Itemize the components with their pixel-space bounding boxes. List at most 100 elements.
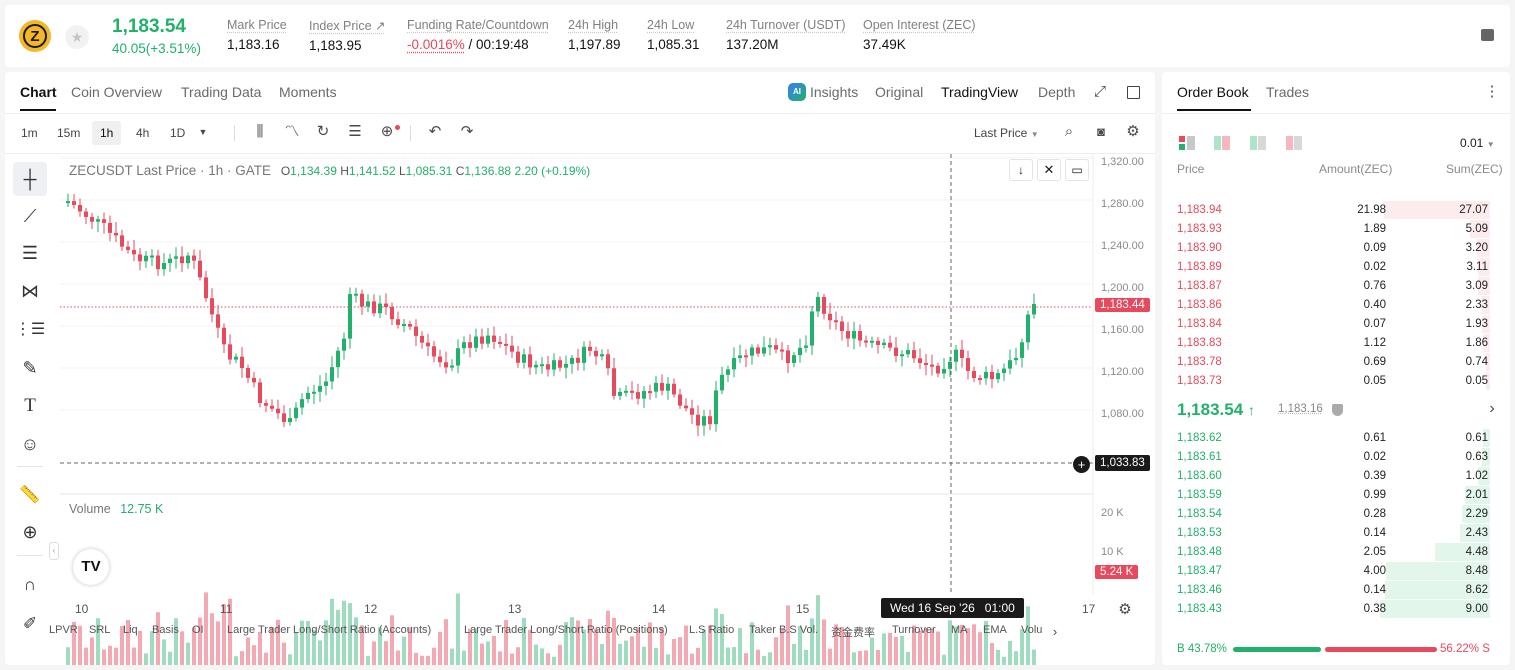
tab-original[interactable]: Original [875,84,924,100]
bid-row[interactable]: 1,183.46 0.14 8.62 [1162,581,1498,600]
view-bids-icon[interactable] [1250,136,1266,150]
bid-row[interactable]: 1,183.61 0.02 0.63 [1162,448,1498,467]
close-pane-icon[interactable]: ✕ [1037,159,1061,181]
bid-row[interactable]: 1,183.59 0.99 2.01 [1162,486,1498,505]
indicator-item[interactable]: L.S Ratio [689,624,735,636]
add-indicator-icon[interactable]: ⊕ [380,123,394,140]
redo-icon[interactable]: ↷ [460,123,474,140]
prediction-tool-icon[interactable]: ⋮☰ [14,321,46,338]
indicator-item[interactable]: LPVR [49,624,78,636]
precision-select[interactable]: 0.01 ▼ [1460,136,1495,150]
magnet-tool-icon[interactable]: ∩ [23,575,37,594]
view-asks-icon[interactable] [1286,136,1302,150]
date-axis-label: 10 [75,602,89,616]
indicator-item[interactable]: Taker B.S Vol. [749,624,819,636]
tab-depth[interactable]: Depth [1038,84,1076,100]
tab-tradingview[interactable]: TradingView [941,84,1019,100]
interval-dropdown-icon[interactable]: ▼ [198,127,208,137]
ask-row[interactable]: 1,183.86 0.40 2.33 [1162,296,1498,315]
ask-row[interactable]: 1,183.94 21.98 27.07 [1162,201,1498,220]
tab-trades[interactable]: Trades [1266,84,1310,100]
crosshair-tool-icon[interactable]: ┼ [13,162,47,196]
tab-chart[interactable]: Chart [20,84,57,100]
ask-row[interactable]: 1,183.90 0.09 3.20 [1162,239,1498,258]
axis-settings-icon[interactable]: ⚙ [1118,601,1132,618]
view-split-icon[interactable] [1214,136,1230,150]
fib-tool-icon[interactable]: ☰ [21,242,39,263]
bid-price: 1,183.53 [1177,527,1222,539]
indicator-item[interactable]: OI [192,624,204,636]
view-both-icon[interactable] [1179,136,1195,150]
favorite-star-icon[interactable]: ★ [65,25,89,49]
ask-row[interactable]: 1,183.87 0.76 3.09 [1162,277,1498,296]
text-tool-icon[interactable]: T [24,395,36,416]
settings-gear-icon[interactable]: ⚙ [1126,123,1140,140]
fullscreen-icon[interactable]: ⤢ [1093,83,1106,100]
stat-index-price[interactable]: Index Price ↗ 1,183.95 [309,19,386,53]
indicator-item[interactable]: Volu [1021,624,1043,636]
crosshair-add-icon[interactable]: + [1073,456,1090,473]
indicator-item[interactable]: MA [951,624,968,636]
bid-row[interactable]: 1,183.43 0.38 9.00 [1162,600,1498,619]
indicator-item[interactable]: SRL [89,624,111,636]
collapse-toolbar-icon[interactable]: ‹ [49,542,59,560]
indicators-icon[interactable]: 〽 [284,123,300,140]
bid-row[interactable]: 1,183.48 2.05 4.48 [1162,543,1498,562]
ask-row[interactable]: 1,183.83 1.12 1.86 [1162,334,1498,353]
ask-row[interactable]: 1,183.89 0.02 3.11 [1162,258,1498,277]
tab-order-book[interactable]: Order Book [1177,84,1249,100]
indicator-item[interactable]: Liq [123,624,138,636]
interval-1m[interactable]: 1m [21,126,38,140]
ask-row[interactable]: 1,183.78 0.69 0.74 [1162,353,1498,372]
indicator-item[interactable]: Large Trader Long/Short Ratio (Accounts) [227,624,432,636]
price-type-select[interactable]: Last Price ▼ [974,126,1039,140]
undo-icon[interactable]: ↶ [428,123,442,140]
search-icon[interactable]: ⌕ [1064,123,1074,140]
ask-row[interactable]: 1,183.73 0.05 0.05 [1162,372,1498,391]
indicator-item[interactable]: EMA [983,624,1007,636]
indicator-item[interactable]: Large Trader Long/Short Ratio (Positions… [464,624,668,636]
volume-bar [198,617,202,665]
book-icon[interactable] [1481,29,1494,41]
bid-row[interactable]: 1,183.60 0.39 1.02 [1162,467,1498,486]
candle [168,258,172,263]
maximize-pane-icon[interactable]: ▭ [1065,159,1089,181]
tab-insights[interactable]: Insights [810,84,859,100]
scroll-down-icon[interactable]: ↓ [1009,159,1033,181]
brush-tool-icon[interactable]: ✎ [22,357,38,378]
interval-15m[interactable]: 15m [57,126,81,140]
ask-row[interactable]: 1,183.93 1.89 5.09 [1162,220,1498,239]
mid-price[interactable]: 1,183.54 ↑ [1177,400,1255,419]
candle-type-icon[interactable]: ⫼ [256,123,264,140]
candle [156,255,160,270]
tab-trading-data[interactable]: Trading Data [181,84,262,100]
measure-tool-icon[interactable]: 📏 [19,485,41,504]
tab-moments[interactable]: Moments [279,84,337,100]
volume-bar [378,627,382,665]
window-icon[interactable] [1127,86,1140,99]
bid-row[interactable]: 1,183.47 4.00 8.48 [1162,562,1498,581]
zoom-in-tool-icon[interactable]: ⊕ [22,521,38,542]
indicator-item[interactable]: Turnover [892,624,936,636]
bid-row[interactable]: 1,183.53 0.14 2.43 [1162,524,1498,543]
indicator-scroll-right-icon[interactable]: › [1052,624,1058,639]
ask-row[interactable]: 1,183.84 0.07 1.93 [1162,315,1498,334]
indicator-item[interactable]: 资金费率 [831,627,875,639]
bid-row[interactable]: 1,183.54 0.28 2.29 [1162,505,1498,524]
trend-line-tool-icon[interactable]: ⟋ [23,205,37,226]
bid-row[interactable]: 1,183.62 0.61 0.61 [1162,429,1498,448]
price-chart[interactable] [5,154,1155,665]
tab-coin-overview[interactable]: Coin Overview [71,84,163,100]
indicator-item[interactable]: Basis [152,624,179,636]
pencil-lock-tool-icon[interactable]: ✐ [22,614,38,633]
interval-1d[interactable]: 1D [170,126,186,140]
chevron-right-icon[interactable]: › [1489,400,1495,417]
interval-4h[interactable]: 4h [136,126,150,140]
screenshot-icon[interactable]: ◙ [1097,124,1105,139]
compare-icon[interactable]: ↻ [316,123,330,140]
more-menu-icon[interactable]: ⋮ [1484,83,1500,100]
emoji-tool-icon[interactable]: ☺ [20,433,40,454]
interval-1h[interactable]: 1h [92,121,122,145]
pattern-tool-icon[interactable]: ⋈ [21,280,39,301]
templates-icon[interactable]: ☰ [348,123,362,140]
